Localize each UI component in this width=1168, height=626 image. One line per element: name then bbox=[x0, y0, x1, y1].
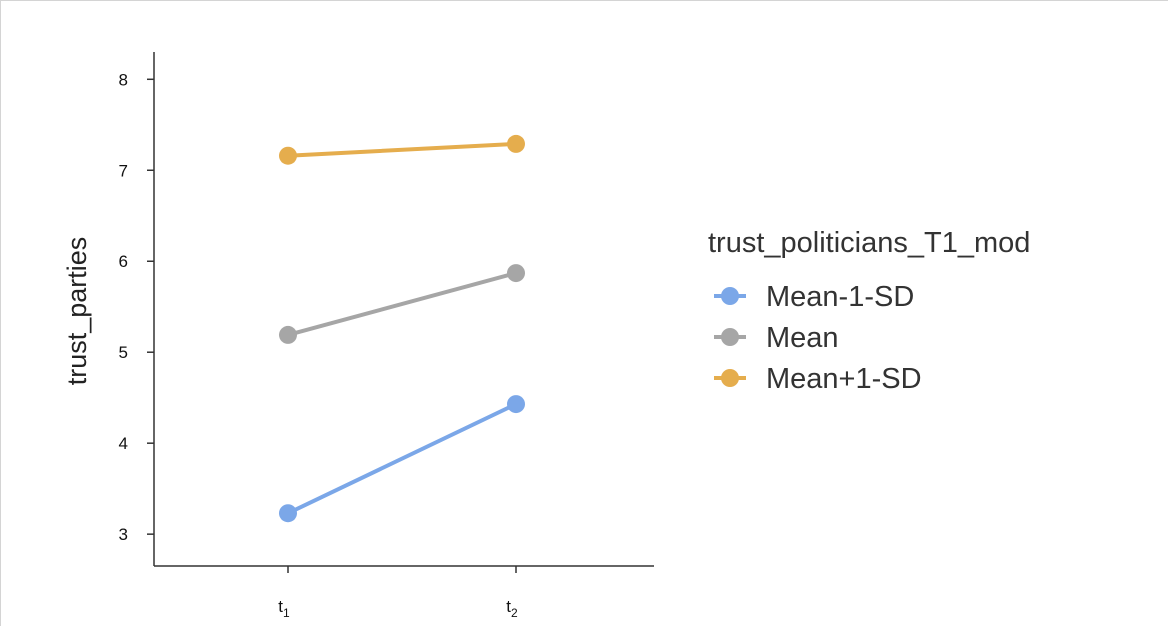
y-tick-label: 4 bbox=[119, 434, 128, 453]
legend-key-point bbox=[721, 287, 739, 305]
x-ticks: t1 t2 bbox=[278, 566, 518, 620]
axes bbox=[153, 52, 654, 567]
x-tick-label: t2 bbox=[506, 597, 518, 620]
series-line bbox=[286, 271, 518, 337]
legend: trust_politicians_T1_mod Mean-1-SD Mean Me… bbox=[708, 227, 1030, 395]
y-tick-label: 8 bbox=[119, 70, 128, 89]
legend-key-point bbox=[721, 369, 739, 387]
series-line bbox=[286, 402, 518, 516]
series-2 bbox=[279, 134, 525, 165]
data-point bbox=[507, 264, 525, 283]
series-group bbox=[279, 134, 525, 523]
data-point bbox=[279, 504, 297, 523]
y-tick-label: 5 bbox=[119, 343, 128, 362]
data-point bbox=[279, 146, 297, 165]
legend-item: Mean bbox=[714, 322, 839, 354]
y-ticks: 3 4 5 6 7 8 bbox=[119, 70, 154, 544]
legend-title: trust_politicians_T1_mod bbox=[708, 227, 1030, 259]
series-0 bbox=[279, 395, 525, 523]
legend-label: Mean bbox=[766, 322, 839, 354]
series-line bbox=[286, 141, 518, 158]
legend-label: Mean-1-SD bbox=[766, 281, 914, 313]
legend-key-point bbox=[721, 328, 739, 346]
y-axis-title: trust_parties bbox=[62, 237, 92, 386]
legend-item: Mean-1-SD bbox=[714, 281, 914, 313]
series-1 bbox=[279, 264, 525, 344]
data-point bbox=[507, 134, 525, 153]
x-tick-label: t1 bbox=[278, 597, 290, 620]
legend-label: Mean+1-SD bbox=[766, 363, 922, 395]
legend-item: Mean+1-SD bbox=[714, 363, 922, 395]
data-point bbox=[507, 395, 525, 414]
y-tick-label: 3 bbox=[119, 525, 128, 544]
y-tick-label: 7 bbox=[119, 161, 128, 180]
y-tick-label: 6 bbox=[119, 252, 128, 271]
data-point bbox=[279, 325, 297, 344]
